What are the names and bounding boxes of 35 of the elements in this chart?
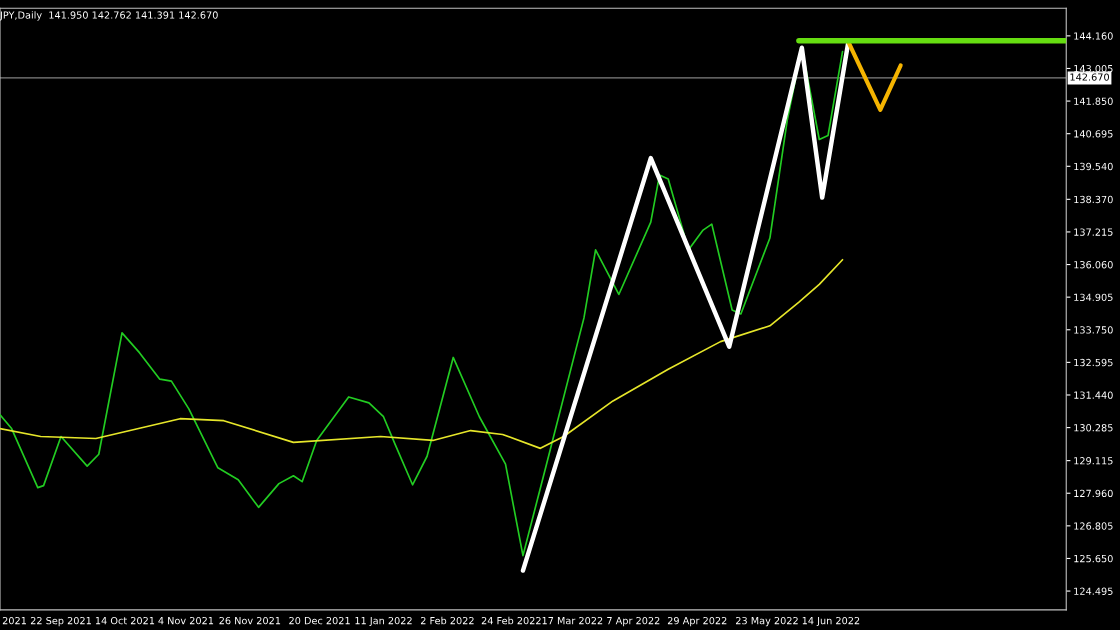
y-tick-label: 141.850 — [1074, 97, 1113, 105]
x-tick-label: 14 Oct 2021 — [95, 616, 155, 625]
y-tick-label: 131.440 — [1074, 391, 1113, 399]
y-tick-label: 130.285 — [1074, 424, 1113, 432]
x-tick-label: 2021 — [2, 616, 26, 625]
x-tick-label: 26 Nov 2021 — [219, 616, 281, 625]
line-series — [0, 258, 844, 450]
x-tick-label: 24 Feb 2022 — [481, 616, 541, 625]
x-tick-label: 17 Mar 2022 — [542, 616, 603, 625]
x-tick-label: 4 Nov 2021 — [158, 616, 214, 625]
y-tick-label: 126.805 — [1074, 522, 1113, 530]
y-tick-label: 138.370 — [1074, 195, 1113, 204]
chart-title: JPY,Daily 141.950 142.762 141.391 142.670 — [0, 11, 218, 21]
x-tick-label: 2 Feb 2022 — [420, 616, 474, 625]
y-tick-label: 136.060 — [1074, 261, 1113, 269]
y-tick-label: 125.650 — [1074, 554, 1113, 563]
y-tick-label: 139.540 — [1074, 162, 1113, 171]
x-tick-label: 11 Jan 2022 — [355, 616, 412, 627]
y-tick-label: 124.495 — [1074, 587, 1113, 595]
y-tick-label: 137.215 — [1074, 228, 1113, 236]
x-tick-label: 22 Sep 2021 — [30, 616, 91, 627]
y-tick-label: 143.005 — [1074, 64, 1113, 73]
y-tick-label: 134.905 — [1074, 293, 1113, 301]
y-tick-label: 132.595 — [1074, 358, 1113, 367]
y-tick-label: 127.960 — [1074, 489, 1113, 498]
x-tick-label: 20 Dec 2021 — [289, 616, 350, 625]
ref-line-label: 142.670 — [1070, 73, 1109, 81]
y-tick-label: 140.695 — [1074, 130, 1113, 138]
y-tick-label: 144.160 — [1074, 32, 1113, 40]
y-tick-label: 133.750 — [1074, 326, 1113, 334]
x-tick-label: 23 May 2022 — [736, 616, 798, 627]
y-tick-label: 129.115 — [1074, 457, 1113, 465]
x-tick-label: 29 Apr 2022 — [667, 616, 727, 627]
x-tick-label: 7 Apr 2022 — [607, 616, 660, 627]
x-tick-label: 14 Jun 2022 — [802, 616, 860, 627]
